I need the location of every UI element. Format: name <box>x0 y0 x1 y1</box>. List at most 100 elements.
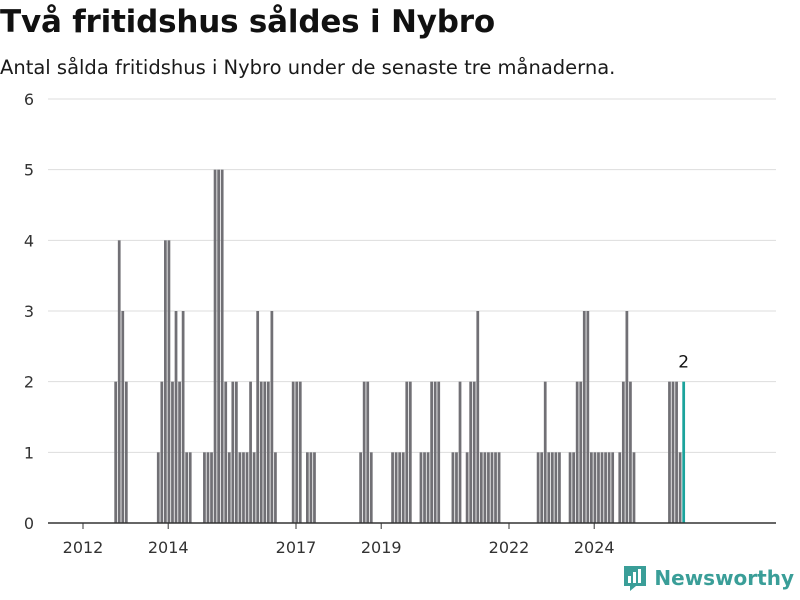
bar <box>160 381 164 523</box>
bar <box>401 452 405 523</box>
x-tick-label: 2019 <box>361 538 402 557</box>
bar <box>490 452 494 523</box>
y-tick-label: 5 <box>24 161 34 180</box>
bar <box>465 452 469 523</box>
bar <box>536 452 540 523</box>
bar <box>586 311 590 523</box>
bar <box>174 311 178 523</box>
data-label: 2 <box>678 353 689 373</box>
bar <box>575 381 579 523</box>
bar <box>366 381 370 523</box>
bar <box>455 452 458 523</box>
brand-name: Newsworthy <box>654 566 794 590</box>
bar <box>259 381 263 523</box>
bar <box>558 452 561 523</box>
bar <box>547 452 551 523</box>
bar <box>437 381 441 523</box>
bar <box>568 452 572 523</box>
bar <box>550 452 554 523</box>
bar <box>391 452 394 523</box>
bar <box>408 381 412 523</box>
bar <box>274 452 277 523</box>
bar <box>203 452 206 523</box>
bar <box>611 452 615 523</box>
bar <box>359 452 362 523</box>
bar <box>164 240 167 524</box>
bar <box>554 452 558 523</box>
bar <box>632 452 636 523</box>
bar <box>213 169 217 523</box>
bar <box>178 381 181 523</box>
bar <box>121 311 125 523</box>
bar <box>394 452 398 523</box>
bar <box>540 452 544 523</box>
bar <box>263 381 267 523</box>
bar <box>117 240 121 524</box>
bar <box>604 452 607 523</box>
bar <box>238 452 242 523</box>
bar <box>625 311 629 523</box>
bar <box>220 169 224 523</box>
bar <box>590 452 593 523</box>
bar <box>369 452 373 523</box>
y-tick-label: 6 <box>24 90 34 109</box>
bar <box>543 381 547 523</box>
bar <box>600 452 604 523</box>
bar <box>188 452 192 523</box>
bar <box>607 452 611 523</box>
bar <box>249 381 252 523</box>
bar <box>256 311 260 523</box>
highlighted-bar <box>682 381 686 523</box>
bar <box>430 381 433 523</box>
chart-subtitle: Antal sålda fritidshus i Nybro under de … <box>0 56 616 79</box>
bar <box>114 381 118 523</box>
bar <box>451 452 455 523</box>
brand-logo: Newsworthy <box>622 564 794 592</box>
bar <box>266 381 270 523</box>
bar <box>593 452 597 523</box>
bar <box>181 311 185 523</box>
bar <box>671 381 675 523</box>
bar <box>433 381 437 523</box>
x-tick-label: 2012 <box>63 538 104 557</box>
x-tick-label: 2024 <box>574 538 615 557</box>
bar <box>497 452 501 523</box>
bar <box>487 452 490 523</box>
bar <box>405 381 409 523</box>
bar <box>675 381 678 523</box>
bar <box>618 452 622 523</box>
bar <box>309 452 313 523</box>
x-tick-label: 2017 <box>276 538 317 557</box>
y-tick-label: 0 <box>24 514 34 533</box>
bar-chart-logo-icon <box>624 566 647 591</box>
bar <box>217 169 220 523</box>
bar <box>469 381 473 523</box>
bar <box>597 452 600 523</box>
bar <box>419 452 423 523</box>
bar <box>458 381 462 523</box>
bar <box>306 452 309 523</box>
bar <box>185 452 189 523</box>
bar <box>398 452 402 523</box>
bar <box>362 381 366 523</box>
bar <box>494 452 497 523</box>
y-tick-label: 2 <box>24 373 34 392</box>
bar <box>298 381 302 523</box>
bar <box>156 452 160 523</box>
bar <box>621 381 625 523</box>
bar <box>124 381 128 523</box>
bar <box>579 381 583 523</box>
bar <box>245 452 249 523</box>
bar <box>235 381 238 523</box>
bar <box>572 452 575 523</box>
y-tick-label: 3 <box>24 302 34 321</box>
bar <box>668 381 671 523</box>
bar <box>227 452 231 523</box>
bar <box>426 452 430 523</box>
bar <box>171 381 174 523</box>
bar <box>483 452 487 523</box>
bar <box>242 452 245 523</box>
bar <box>210 452 213 523</box>
bar <box>270 311 274 523</box>
bar <box>423 452 426 523</box>
